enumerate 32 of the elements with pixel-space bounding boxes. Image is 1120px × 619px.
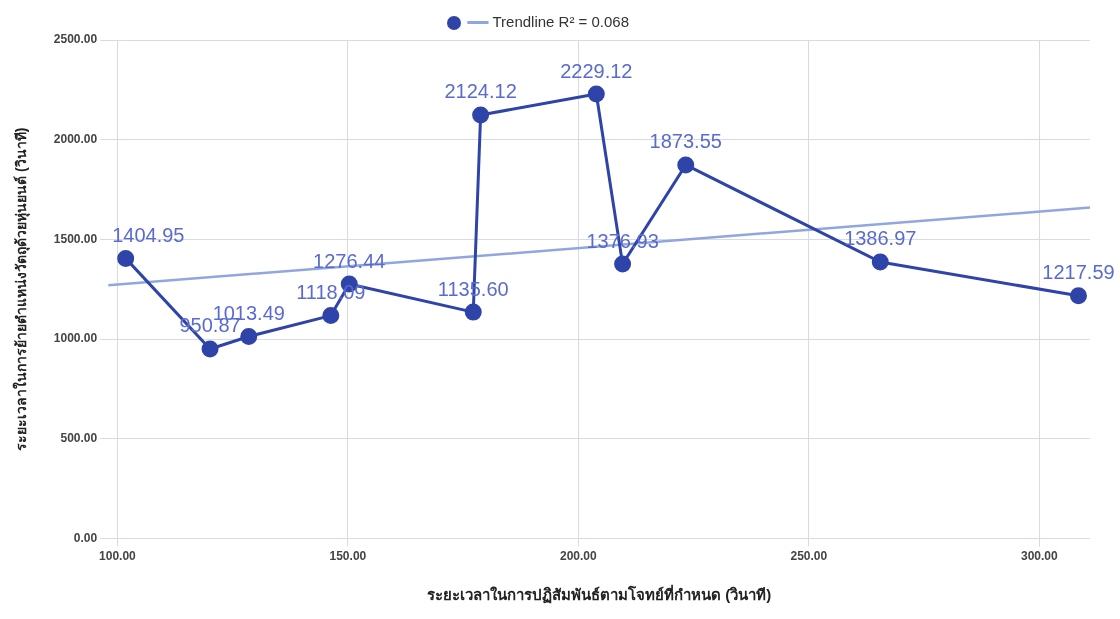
point [614,255,632,273]
data-label: 1386.97 [844,227,917,250]
point [871,253,889,271]
x-tick-label: 250.00 [790,549,828,564]
y-tick-label: 1000.00 [53,331,98,346]
point [240,327,258,345]
point [201,340,219,358]
y-axis-title: ระยะเวลาในการย้ายตำแหน่งวัตถุด้วยหุ่นยนต์ (วินาที) [12,127,31,451]
y-tick-label: 2000.00 [53,132,98,147]
data-label: 2124.12 [444,80,517,103]
y-tick-label: 500.00 [60,431,98,446]
point [117,249,135,267]
point [322,307,340,325]
x-tick-label: 200.00 [559,549,598,564]
data-label: 2229.12 [560,59,633,82]
point [464,303,482,321]
y-tick-label: 2500.00 [53,32,98,47]
x-tick-label: 150.00 [329,549,367,564]
data-label: 1404.95 [112,223,185,246]
data-label: 1276.44 [313,249,386,272]
data-label: 1873.55 [649,130,722,153]
y-tick-label: 0.00 [73,530,98,545]
point [472,106,490,124]
y-tick-label: 1500.00 [53,231,98,246]
legend-label: Trendline R² = 0.068 [492,12,630,30]
point [677,156,695,174]
x-tick-label: 300.00 [1020,549,1058,564]
point [1069,287,1087,305]
point [587,85,605,103]
x-tick-label: 100.00 [99,549,137,564]
data-label: 1217.59 [1042,261,1115,284]
x-axis-title: ระยะเวลาในการปฏิสัมพันธ์ตามโจทย์ที่กำหนด (วินาที) [427,584,772,605]
